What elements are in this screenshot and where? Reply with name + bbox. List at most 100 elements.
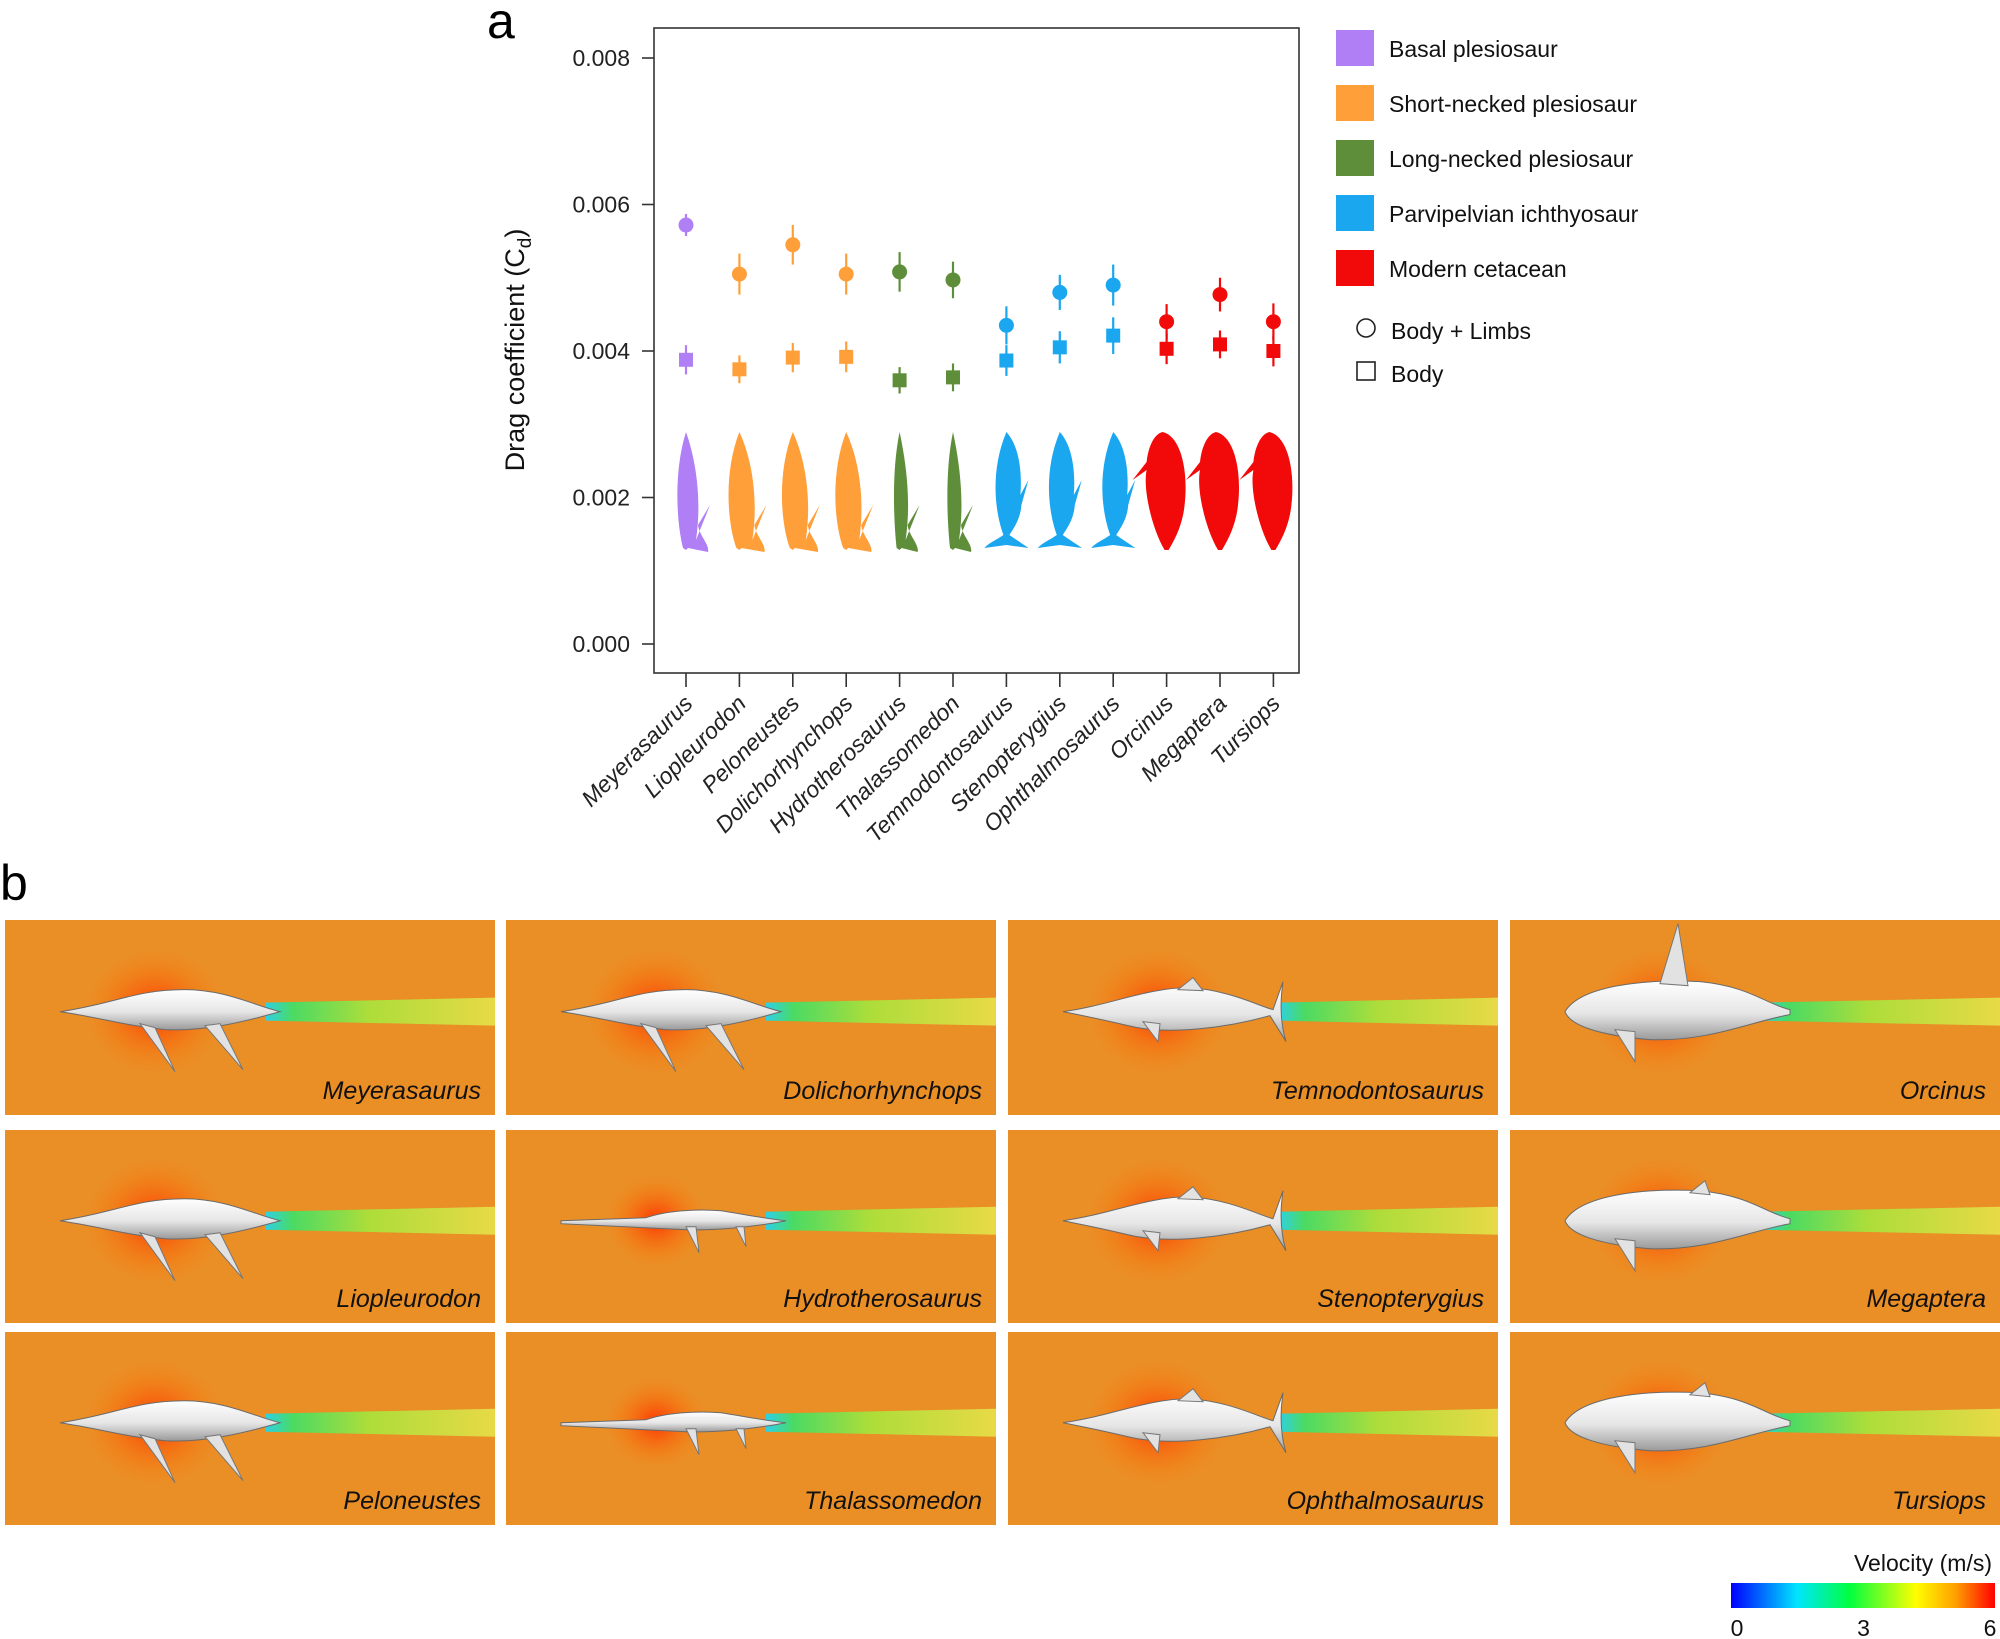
front-fin	[1141, 1230, 1161, 1253]
front-flipper	[138, 1433, 176, 1484]
legend-swatch	[1336, 140, 1374, 176]
legend-swatch	[1336, 250, 1374, 286]
y-tick-label: 0.008	[572, 45, 630, 71]
panel-letter-a: a	[487, 0, 515, 49]
animal-body	[59, 1198, 282, 1240]
rear-flipper	[204, 1434, 244, 1482]
cfd-panel-megaptera: Megaptera	[1510, 1130, 2000, 1323]
cfd-panel-label: Liopleurodon	[336, 1285, 481, 1313]
point-body	[1213, 337, 1227, 352]
cfd-panel-thalassomedon: Thalassomedon	[506, 1332, 996, 1525]
silhouette-peloneustes	[781, 432, 820, 552]
point-body	[892, 373, 907, 388]
cfd-panel-label: Thalassomedon	[804, 1487, 982, 1515]
cfd-panel-label: Dolichorhynchops	[783, 1077, 982, 1105]
data-marks	[678, 214, 1281, 394]
cfd-panel-label: Orcinus	[1900, 1077, 1986, 1105]
front-flipper	[685, 1428, 700, 1455]
dorsal-fin	[1688, 1179, 1711, 1196]
front-flipper	[639, 1022, 677, 1072]
velocity-wake	[1278, 1206, 1498, 1235]
legend-marker-label: Body	[1391, 361, 1444, 387]
point-body	[999, 353, 1014, 368]
cfd-panel-label: Hydrotherosaurus	[783, 1285, 982, 1313]
rear-flipper	[705, 1023, 745, 1070]
velocity-wake	[265, 997, 495, 1026]
point-body	[1052, 340, 1067, 355]
point-body-limbs	[998, 317, 1014, 333]
silhouette-ophthalmosaurus	[1091, 432, 1136, 548]
cfd-panel-dolichorhynchops: Dolichorhynchops	[506, 920, 996, 1115]
velocity-wake	[1760, 1206, 2000, 1235]
velocity-wake	[265, 1206, 495, 1235]
point-body-limbs	[892, 264, 908, 280]
point-body-limbs	[1265, 314, 1281, 330]
rear-flipper	[735, 1428, 747, 1449]
animal-body	[1062, 1392, 1287, 1453]
velocity-wake	[1278, 997, 1498, 1026]
cfd-panel-label: Peloneustes	[343, 1487, 481, 1515]
silhouette-dolichorhynchops	[835, 432, 874, 552]
cfd-panels: Meyerasaurus Dolichorhynchops Temnodontosa…	[5, 920, 2000, 1525]
rear-flipper	[735, 1226, 747, 1247]
animal-silhouettes	[677, 432, 1293, 552]
colorbar-tick-label: 0	[1731, 1615, 1744, 1639]
y-axis-label: Drag coefficient (Cd)	[500, 229, 536, 472]
point-body	[1266, 344, 1281, 358]
silhouette-megaptera	[1186, 432, 1240, 550]
y-tick-label: 0.006	[572, 192, 630, 218]
front-flipper	[138, 1231, 176, 1282]
legend-label: Long-necked plesiosaur	[1389, 146, 1634, 172]
silhouette-meyerasaurus	[677, 432, 710, 552]
silhouette-liopleurodon	[728, 432, 767, 552]
dorsal-fin	[1176, 1186, 1205, 1201]
legend-label: Short-necked plesiosaur	[1389, 91, 1637, 117]
cfd-panel-hydrotherosaurus: Hydrotherosaurus	[506, 1130, 996, 1323]
animal-body	[59, 1400, 282, 1442]
cfd-panel-tursiops: Tursiops	[1510, 1332, 2000, 1525]
point-body-limbs	[1212, 287, 1228, 303]
point-body-limbs	[1105, 277, 1121, 293]
point-body-limbs	[731, 266, 747, 282]
rear-flipper	[204, 1023, 244, 1070]
animal-body	[560, 989, 783, 1031]
point-body	[946, 370, 960, 385]
front-fin	[1141, 1432, 1161, 1455]
point-body	[1159, 341, 1174, 356]
animal-body	[560, 1411, 787, 1433]
plot-frame	[653, 27, 1300, 674]
panel-letter-b: b	[0, 855, 28, 911]
legend-square-marker	[1356, 361, 1376, 381]
y-tick-label: 0.002	[572, 485, 630, 511]
legend-swatch	[1336, 195, 1374, 231]
colorbar-tick-label: 3	[1857, 1615, 1870, 1639]
dorsal-fin	[1688, 1381, 1711, 1398]
point-body	[1106, 328, 1121, 343]
velocity-wake	[1760, 997, 2000, 1026]
cfd-panel-label: Tursiops	[1892, 1487, 1986, 1515]
legend-marker-label: Body + Limbs	[1391, 318, 1531, 344]
dorsal-fin	[1176, 976, 1205, 992]
cfd-panel-temnodontosaurus: Temnodontosaurus	[1008, 920, 1498, 1115]
point-body-limbs	[1159, 314, 1175, 330]
silhouette-orcinus	[1132, 432, 1186, 550]
cfd-panel-peloneustes: Peloneustes	[5, 1332, 495, 1525]
silhouette-tursiops	[1239, 432, 1293, 550]
legend-swatch	[1336, 85, 1374, 121]
velocity-wake	[766, 1206, 996, 1235]
y-axis: 0.000 0.002 0.004 0.006 0.008	[572, 45, 654, 657]
pectoral-fin	[1614, 1029, 1636, 1064]
velocity-wake	[1278, 1408, 1498, 1437]
legend-label: Basal plesiosaur	[1389, 36, 1558, 62]
y-tick-label: 0.000	[572, 631, 630, 657]
point-body	[839, 349, 854, 364]
colorbar-title: Velocity (m/s)	[1854, 1550, 1992, 1576]
silhouette-hydrotherosaurus	[893, 432, 920, 552]
cfd-panel-label: Stenopterygius	[1317, 1285, 1484, 1313]
point-body	[732, 362, 747, 377]
cfd-panel-ophthalmosaurus: Ophthalmosaurus	[1008, 1332, 1498, 1525]
cfd-panel-label: Ophthalmosaurus	[1287, 1487, 1484, 1515]
point-body	[679, 352, 693, 367]
silhouette-thalassomedon	[947, 432, 973, 552]
